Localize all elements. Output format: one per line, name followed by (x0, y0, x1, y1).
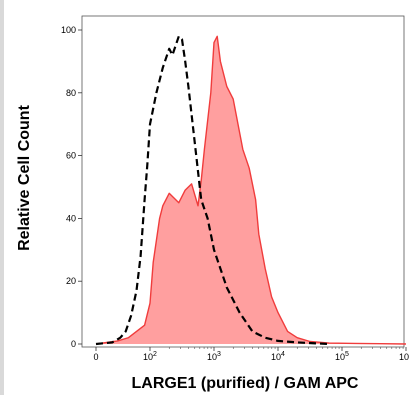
x-tick-label: 104 (271, 351, 285, 362)
series-0-fill (96, 36, 406, 345)
x-tick-label: 106 (399, 351, 409, 362)
x-tick-label: 103 (207, 351, 221, 362)
x-axis-title: LARGE1 (purified) / GAM APC (132, 375, 359, 392)
series-1-line (95, 35, 330, 346)
x-tick-label: 105 (335, 351, 349, 362)
y-tick-label: 40 (66, 213, 76, 223)
series-layer (95, 35, 407, 346)
series-0-line (95, 35, 407, 345)
y-tick-label: 100 (61, 25, 76, 35)
y-tick-label: 0 (71, 339, 76, 349)
left-border (0, 0, 4, 395)
y-tick-label: 80 (66, 88, 76, 98)
y-tick-label: 60 (66, 151, 76, 161)
axes: 0 20 40 60 80 100 0 102 103 104 105 106 (61, 25, 409, 362)
y-axis-title: Relative Cell Count (16, 104, 33, 250)
x-tick-label: 0 (93, 352, 98, 362)
y-tick-label: 20 (66, 276, 76, 286)
x-tick-label: 102 (143, 351, 157, 362)
